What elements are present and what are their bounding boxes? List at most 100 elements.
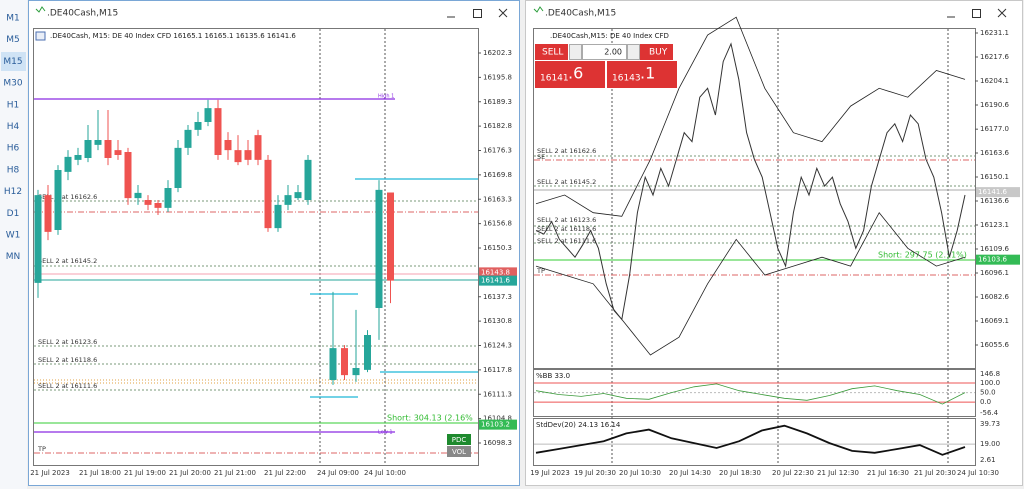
price-label: 16176.3 xyxy=(483,147,512,155)
ask-main[interactable]: 16143 xyxy=(612,74,641,84)
bid-frac[interactable]: .6 xyxy=(568,64,583,83)
tp-label: TP xyxy=(536,267,545,275)
sell-button-text[interactable]: SELL xyxy=(542,48,563,58)
timeframe-button[interactable]: W1 xyxy=(6,231,21,241)
price-label: 16204.1 xyxy=(980,77,1009,85)
bid-price-box xyxy=(479,275,517,286)
sell-button[interactable] xyxy=(535,44,568,60)
candle-body xyxy=(144,200,152,205)
price-label: 16202.3 xyxy=(483,49,512,57)
buy-button-text[interactable]: BUY xyxy=(649,48,668,58)
timeframe-button[interactable]: M5 xyxy=(6,35,20,45)
time-label: 19 Jul 20:30 xyxy=(574,469,616,477)
maximize-button[interactable] xyxy=(473,9,482,18)
window-title: .DE40Cash,M15 xyxy=(545,9,616,19)
timeframe-button[interactable]: M30 xyxy=(3,79,22,89)
window-icon xyxy=(533,6,544,13)
price-label: 16124.3 xyxy=(483,342,512,350)
order-line-label: SELL 2 at 16111.6 xyxy=(537,237,596,245)
price-label: 16156.8 xyxy=(483,220,512,228)
order-line-label: SELL 2 at 16162.6 xyxy=(537,147,596,155)
buy-button[interactable] xyxy=(640,44,673,60)
candle-body xyxy=(124,152,132,199)
sd-title: StdDev(20) 24.13 16.14 xyxy=(536,421,621,429)
candle-body xyxy=(254,135,262,160)
bid-price-box-text: 16141.6 xyxy=(481,277,510,285)
pdc-button[interactable] xyxy=(447,434,471,445)
candle-body xyxy=(164,188,172,208)
candle-body xyxy=(74,155,82,160)
time-label: 21 Jul 20:00 xyxy=(169,469,211,477)
candle-body xyxy=(104,140,112,158)
bollinger-lower xyxy=(535,211,966,356)
bb-axis-label: 0.0 xyxy=(980,398,991,406)
bb-axis-label: 50.0 xyxy=(980,389,996,397)
time-label: 20 Jul 18:30 xyxy=(719,469,761,477)
stddev-pane xyxy=(533,418,976,466)
candle-body xyxy=(94,140,102,145)
price-label: 16136.6 xyxy=(980,197,1009,205)
bb-axis-label: 146.8 xyxy=(980,370,1000,378)
ask-box[interactable] xyxy=(607,61,677,88)
bollinger-upper xyxy=(535,16,966,217)
timeframe-button[interactable]: D1 xyxy=(7,209,20,219)
stddev-line xyxy=(535,424,966,456)
candle-body xyxy=(329,348,337,380)
bb-axis-label: 100.0 xyxy=(980,379,1000,387)
order-line-label: SELL 2 at 16123.6 xyxy=(38,338,97,346)
volume-down[interactable] xyxy=(569,44,582,60)
timeframe-button[interactable]: M15 xyxy=(3,57,22,67)
price-label: 16137.3 xyxy=(483,293,512,301)
price-label: 16190.6 xyxy=(980,101,1009,109)
bid-main[interactable]: 16141 xyxy=(540,74,569,84)
price-label: 16231.1 xyxy=(980,29,1009,37)
price-label: 16082.6 xyxy=(980,293,1009,301)
candle-body xyxy=(54,170,62,230)
order-line-label: SELL 2 at 16145.2 xyxy=(38,257,97,265)
candle-body xyxy=(174,147,182,188)
timeframe-button[interactable]: M1 xyxy=(6,14,20,24)
candle-body xyxy=(375,189,383,308)
ask-frac[interactable]: .1 xyxy=(640,64,655,83)
sd-axis-label: 19.00 xyxy=(980,440,1000,448)
bb-line xyxy=(535,383,966,405)
order-line-label: SELL 2 at 16118.6 xyxy=(38,356,97,364)
bb-axis-label: -56.4 xyxy=(980,409,999,417)
time-label: 21 Jul 2023 xyxy=(30,469,70,477)
order-line-label: SELL 2 at 16111.6 xyxy=(38,382,97,390)
volume-input[interactable] xyxy=(582,44,627,60)
volume-text[interactable]: 2.00 xyxy=(604,48,622,57)
bid-box[interactable] xyxy=(535,61,605,88)
chart-info: .DE40Cash, M15: DE 40 Index CFD 16165.1 … xyxy=(50,32,296,40)
price-label: 16104.8 xyxy=(483,415,512,423)
price-label: 16177.0 xyxy=(980,125,1009,133)
pdc-button-text[interactable]: PDC xyxy=(452,436,467,444)
timeframe-button[interactable]: H8 xyxy=(7,165,20,175)
candle-body xyxy=(34,195,42,283)
timeframe-button[interactable]: H12 xyxy=(4,187,22,197)
price-label: 16150.3 xyxy=(483,244,512,252)
time-label: 21 Jul 22:00 xyxy=(264,469,306,477)
bid-price-box xyxy=(976,187,1020,198)
order-line-label: SELL 2 at 16162.6 xyxy=(38,193,97,201)
timeframe-button[interactable]: H4 xyxy=(7,122,20,132)
timeframe-button[interactable]: H6 xyxy=(7,144,20,154)
close-button[interactable] xyxy=(997,8,1007,18)
candle-body xyxy=(134,192,142,199)
vol-button[interactable] xyxy=(447,446,471,457)
timeframe-button[interactable]: H1 xyxy=(7,100,20,110)
timeframe-button[interactable]: MN xyxy=(6,252,21,262)
candle-body xyxy=(154,203,162,208)
price-label: 16098.3 xyxy=(483,439,512,447)
chart-info: .DE40Cash,M15: DE 40 Index CFD xyxy=(550,32,669,40)
window-title: .DE40Cash,M15 xyxy=(47,9,118,19)
time-label: 24 Jul 10:30 xyxy=(957,469,999,477)
short-price-box xyxy=(479,419,517,430)
ask-price-box-text: 16143.8 xyxy=(481,268,510,276)
volume-up[interactable] xyxy=(627,44,640,60)
maximize-button[interactable] xyxy=(972,9,981,18)
close-button[interactable] xyxy=(498,8,508,18)
candle-body xyxy=(284,195,292,205)
vol-button-text[interactable]: VOL xyxy=(452,448,466,456)
